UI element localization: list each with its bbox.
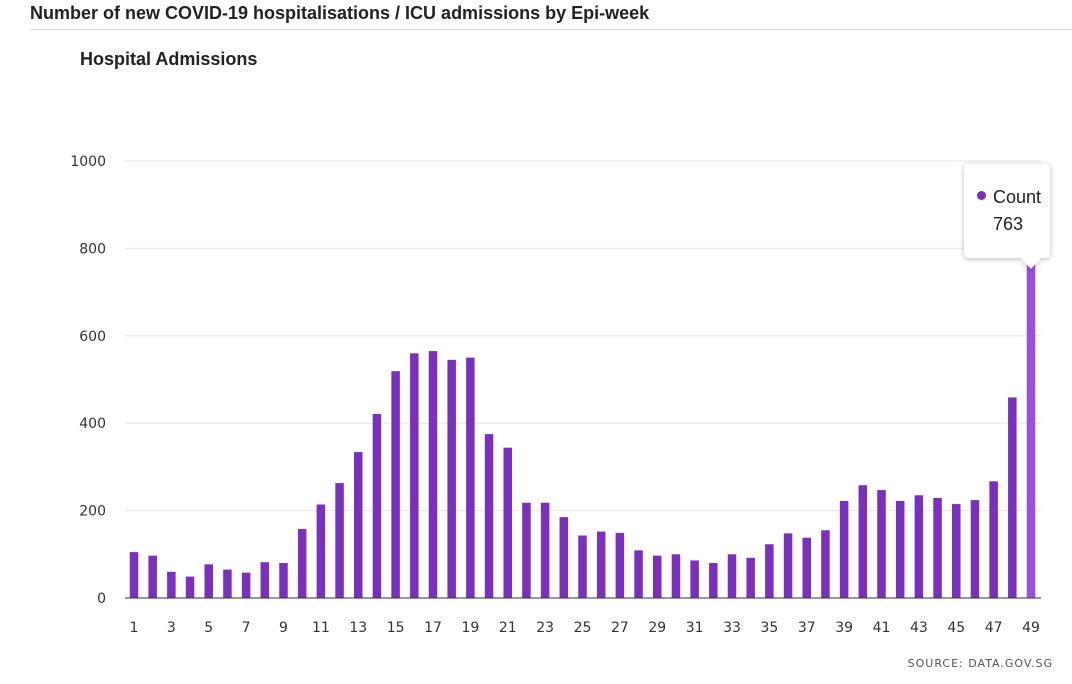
bar-week-13[interactable] [354, 452, 363, 598]
source-credit: SOURCE: DATA.GOV.SG [907, 657, 1053, 670]
bar-week-35[interactable] [765, 544, 774, 598]
bar-week-10[interactable] [297, 528, 307, 598]
x-tick-label: 43 [910, 620, 928, 636]
bar-week-28[interactable] [634, 550, 643, 598]
tooltip-value: 763 [993, 214, 1024, 234]
bar-week-41[interactable] [877, 490, 886, 598]
x-tick-label: 3 [167, 620, 176, 636]
bar-week-6[interactable] [223, 569, 232, 598]
bar-week-11[interactable] [316, 504, 326, 598]
title-divider [30, 29, 1072, 30]
bar-week-47[interactable] [989, 481, 998, 598]
tooltip: Count 763 [964, 164, 1050, 269]
bar-week-43[interactable] [914, 495, 924, 598]
bar-week-27[interactable] [615, 532, 625, 598]
y-tick-label: 0 [97, 591, 106, 607]
bar-week-4[interactable] [185, 576, 195, 598]
bar-week-25[interactable] [578, 535, 587, 598]
bar-week-33[interactable] [727, 554, 737, 598]
x-tick-label: 49 [1022, 620, 1040, 636]
tooltip-label: Count [993, 187, 1042, 207]
bar-week-12[interactable] [335, 483, 344, 598]
x-tick-label: 47 [985, 620, 1003, 636]
bar-week-34[interactable] [746, 557, 755, 598]
bar-week-36[interactable] [783, 533, 793, 598]
chart-title: Hospital Admissions [80, 49, 258, 69]
bar-week-19[interactable] [466, 357, 475, 598]
bar-week-31[interactable] [690, 560, 699, 598]
x-tick-label: 19 [461, 620, 479, 636]
bars [129, 264, 1036, 598]
bar-week-1[interactable] [129, 552, 139, 598]
x-tick-label: 39 [835, 620, 853, 636]
bar-week-26[interactable] [596, 531, 606, 598]
series-marker-icon [977, 191, 986, 200]
gridlines [125, 160, 1041, 512]
bar-week-23[interactable] [540, 502, 550, 598]
bar-week-24[interactable] [559, 517, 569, 598]
bar-week-16[interactable] [410, 353, 419, 598]
bar-week-14[interactable] [372, 414, 382, 598]
bar-week-30[interactable] [671, 554, 681, 598]
x-tick-label: 9 [279, 620, 288, 636]
bar-week-32[interactable] [709, 563, 718, 598]
x-tick-label: 45 [947, 620, 965, 636]
y-tick-label: 800 [79, 241, 106, 257]
bar-week-20[interactable] [484, 434, 494, 598]
bar-week-5[interactable] [204, 564, 214, 598]
x-tick-label: 29 [648, 620, 666, 636]
bar-week-46[interactable] [970, 500, 980, 598]
x-tick-label: 35 [760, 620, 778, 636]
x-tick-label: 41 [873, 620, 891, 636]
bar-week-7[interactable] [241, 572, 251, 598]
bar-week-8[interactable] [260, 562, 270, 598]
bar-week-48[interactable] [1008, 397, 1017, 598]
bar-week-29[interactable] [653, 555, 662, 598]
page-title: Number of new COVID-19 hospitalisations … [30, 3, 650, 23]
x-tick-label: 15 [387, 620, 405, 636]
x-tick-label: 5 [204, 620, 213, 636]
bar-week-49[interactable] [1026, 264, 1036, 598]
bar-week-18[interactable] [447, 359, 456, 598]
y-tick-label: 600 [79, 329, 106, 345]
bar-week-40[interactable] [858, 485, 868, 598]
bar-week-42[interactable] [895, 500, 905, 598]
bar-week-37[interactable] [802, 537, 812, 598]
x-tick-label: 11 [312, 620, 330, 636]
y-tick-label: 200 [79, 504, 106, 520]
bar-week-9[interactable] [279, 563, 288, 598]
x-tick-label: 21 [499, 620, 517, 636]
x-tick-label: 17 [424, 620, 442, 636]
bar-week-17[interactable] [428, 351, 438, 598]
bar-week-15[interactable] [391, 371, 400, 598]
x-tick-label: 23 [536, 620, 554, 636]
bar-week-39[interactable] [839, 500, 849, 598]
bar-week-44[interactable] [933, 497, 942, 598]
bar-week-2[interactable] [148, 555, 157, 598]
bar-week-21[interactable] [503, 447, 513, 598]
x-tick-label: 33 [723, 620, 741, 636]
x-tick-label: 1 [130, 620, 139, 636]
x-tick-label: 37 [798, 620, 816, 636]
x-tick-label: 7 [242, 620, 251, 636]
y-tick-label: 400 [79, 416, 106, 432]
x-tick-label: 13 [349, 620, 367, 636]
y-tick-label: 1000 [70, 154, 106, 170]
bar-week-45[interactable] [952, 504, 961, 598]
x-tick-label: 27 [611, 620, 629, 636]
x-tick-label: 31 [686, 620, 704, 636]
bar-week-38[interactable] [821, 530, 830, 598]
bar-week-22[interactable] [522, 502, 531, 598]
x-tick-label: 25 [574, 620, 592, 636]
bar-week-3[interactable] [167, 571, 176, 598]
